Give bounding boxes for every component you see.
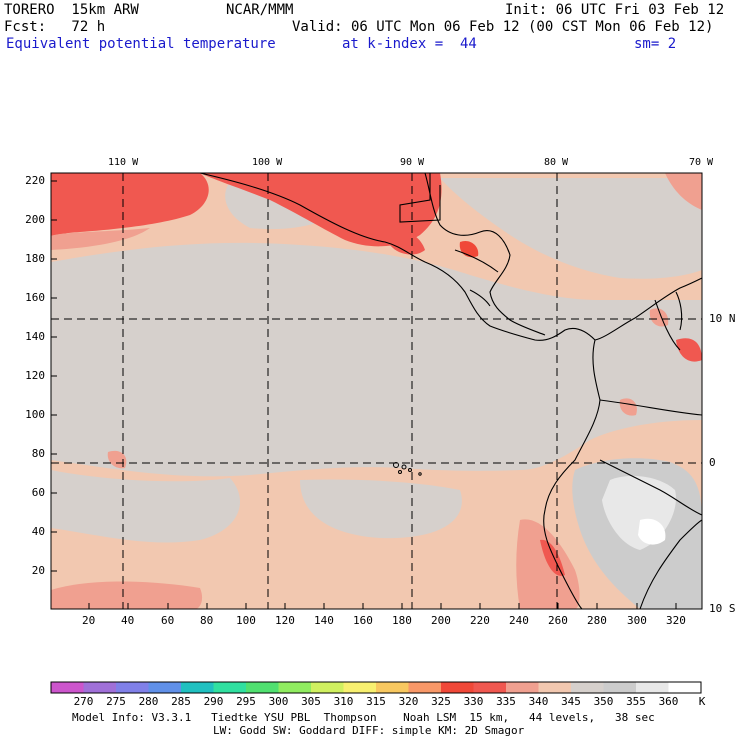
- colorbar-swatch: [311, 682, 344, 693]
- y-tick-label: 100: [25, 408, 45, 421]
- level-label: at k-index = 44: [342, 36, 477, 52]
- colorbar-swatch: [116, 682, 149, 693]
- x-tick-label: 320: [666, 614, 686, 627]
- colorbar-unit: K: [698, 695, 706, 708]
- x-tick-label: 220: [470, 614, 490, 627]
- model-info: Model Info: V3.3.1 Tiedtke YSU PBL Thomp…: [72, 711, 655, 724]
- valid-time: Valid: 06 UTC Mon 06 Feb 12 (00 CST Mon …: [292, 19, 714, 35]
- x-tick-label: 180: [392, 614, 412, 627]
- x-tick-label: 60: [161, 614, 175, 627]
- x-tick-label: 120: [275, 614, 295, 627]
- colorbar: [51, 682, 702, 693]
- y-tick-label: 180: [25, 252, 45, 265]
- colorbar-label: 295: [236, 695, 256, 708]
- y-tick-label: 20: [31, 564, 45, 577]
- colorbar-swatch: [636, 682, 669, 693]
- x-tick-label: 160: [353, 614, 373, 627]
- x-tick-label: 240: [509, 614, 529, 627]
- colorbar-label: 300: [268, 695, 289, 708]
- colorbar-swatch: [278, 682, 312, 693]
- smoothing-label: sm= 2: [634, 36, 677, 52]
- field-gray-band: [51, 242, 702, 477]
- x-tick-label: 140: [314, 614, 334, 627]
- colorbar-swatch: [83, 682, 117, 693]
- x-tick-label: 260: [548, 614, 568, 627]
- field-name: Equivalent potential temperature: [6, 36, 276, 52]
- x-tick-label: 280: [587, 614, 607, 627]
- colorbar-swatch: [343, 682, 377, 693]
- org-label: NCAR/MMM: [226, 2, 294, 18]
- x-tick-label: 40: [121, 614, 135, 627]
- colorbar-label: 305: [301, 695, 321, 708]
- lon-label-90w: 90 W: [400, 157, 425, 168]
- colorbar-swatch: [538, 682, 572, 693]
- y-tick-label: 40: [31, 525, 45, 538]
- y-tick-label: 80: [31, 447, 45, 460]
- coastline-south-america: [543, 339, 601, 609]
- colorbar-swatch: [181, 682, 214, 693]
- colorbar-label: 320: [398, 695, 419, 708]
- colorbar-label: 315: [366, 695, 386, 708]
- x-tick-label: 200: [431, 614, 451, 627]
- y-tick-label: 120: [25, 369, 45, 382]
- colorbar-label: 355: [626, 695, 646, 708]
- lon-label-70w: 70 W: [689, 157, 714, 168]
- colorbar-label: 285: [171, 695, 191, 708]
- model-physics: LW: Godd SW: Goddard DIFF: simple KM: 2D…: [213, 724, 525, 737]
- x-tick-label: 80: [200, 614, 214, 627]
- forecast-hour: Fcst: 72 h: [4, 19, 106, 35]
- border-andes: [599, 399, 702, 416]
- colorbar-label: 345: [561, 695, 581, 708]
- colorbar-swatch: [603, 682, 637, 693]
- x-tick-label: 20: [82, 614, 96, 627]
- colorbar-label: 270: [73, 695, 94, 708]
- lat-label-10s: 10 S: [709, 602, 736, 615]
- colorbar-swatch: [441, 682, 474, 693]
- colorbar-swatch: [506, 682, 539, 693]
- y-tick-label: 140: [25, 330, 45, 343]
- coastline-central-america: [199, 173, 702, 341]
- colorbar-swatch: [571, 682, 604, 693]
- colorbar-swatch: [376, 682, 409, 693]
- colorbar-label: 325: [431, 695, 451, 708]
- lon-label-110w: 110 W: [108, 157, 139, 168]
- field-warm-nw: [51, 173, 209, 236]
- init-time: Init: 06 UTC Fri 03 Feb 12: [505, 2, 725, 18]
- y-tick-label: 220: [25, 174, 45, 187]
- colorbar-swatch: [408, 682, 442, 693]
- x-tick-label: 100: [236, 614, 256, 627]
- map-frame: [50, 172, 703, 610]
- colorbar-swatch: [668, 682, 702, 693]
- colorbar-label: 330: [463, 695, 484, 708]
- colorbar-swatch: [148, 682, 182, 693]
- lon-label-100w: 100 W: [252, 157, 283, 168]
- colorbar-label: 290: [203, 695, 224, 708]
- y-tick-label: 60: [31, 486, 45, 499]
- colorbar-label: 335: [496, 695, 516, 708]
- x-tick-label: 300: [627, 614, 647, 627]
- model-title: TORERO 15km ARW: [4, 2, 139, 18]
- colorbar-label: 350: [593, 695, 614, 708]
- lon-label-80w: 80 W: [544, 157, 569, 168]
- colorbar-swatch: [473, 682, 507, 693]
- colorbar-swatch: [246, 682, 279, 693]
- colorbar-label: 275: [106, 695, 126, 708]
- colorbar-label: 310: [333, 695, 354, 708]
- y-tick-label: 200: [25, 213, 45, 226]
- colorbar-swatch: [51, 682, 84, 693]
- lat-label-10n: 10 N: [709, 312, 736, 325]
- colorbar-label: 340: [528, 695, 549, 708]
- lat-label-0: 0: [709, 456, 716, 469]
- coastline-caribbean: [424, 173, 546, 336]
- colorbar-label: 280: [138, 695, 159, 708]
- colorbar-label: 360: [658, 695, 679, 708]
- colorbar-swatch: [213, 682, 247, 693]
- y-tick-label: 160: [25, 291, 45, 304]
- border-peru-brazil: [599, 459, 702, 516]
